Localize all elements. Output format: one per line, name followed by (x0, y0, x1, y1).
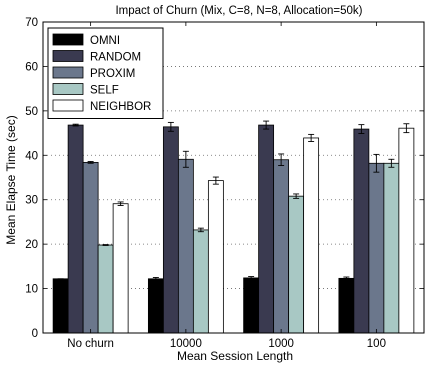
bar-omni-2 (243, 277, 260, 334)
bars-group (52, 120, 415, 334)
legend-swatch-self (52, 83, 84, 95)
y-tick-label: 0 (32, 328, 38, 340)
bar-neighbor-1 (207, 180, 224, 334)
legend-swatch-random (52, 50, 84, 62)
bar-neighbor-0 (112, 203, 129, 334)
bar-neighbor-2 (303, 137, 320, 334)
bar-random-1 (162, 126, 179, 334)
plot-frame (42, 21, 425, 334)
axes: 0 10 20 30 40 50 60 70 No churn 10000 1000 100 (25, 17, 425, 350)
bar-omni-3 (338, 277, 355, 334)
bar-proxim-0 (82, 161, 99, 334)
y-tick-label: 20 (25, 239, 38, 251)
x-axis-label: Mean Session Length (177, 349, 293, 363)
y-axis-label: Mean Elapse Time (sec) (4, 115, 18, 244)
legend-label-omni: OMNI (90, 35, 120, 47)
y-tick-label: 40 (25, 150, 38, 162)
bar-omni-1 (147, 278, 164, 334)
x-tick-label: 100 (367, 338, 386, 350)
y-tick-label: 60 (25, 61, 38, 73)
bar-self-2 (288, 195, 305, 334)
bar-omni-0 (52, 278, 69, 334)
legend-label-neighbor: NEIGHBOR (90, 101, 151, 113)
chart-title: Impact of Churn (Mix, C=8, N=8, Allocati… (115, 5, 362, 17)
bar-proxim-3 (368, 162, 385, 334)
bar-self-1 (192, 229, 209, 334)
bar-self-3 (383, 162, 400, 334)
bar-neighbor-3 (398, 127, 415, 334)
legend-swatch-neighbor (52, 99, 84, 112)
y-tick-label: 50 (25, 106, 38, 118)
y-tick-label: 10 (25, 284, 38, 296)
x-tick-label: 1000 (268, 338, 294, 350)
bar-self-0 (97, 244, 114, 334)
y-tick-label: 70 (25, 17, 38, 29)
legend-label-random: RANDOM (90, 52, 141, 64)
bar-random-0 (67, 124, 84, 334)
legend-swatch-proxim (52, 66, 84, 79)
legend-swatch-omni (52, 33, 84, 46)
bar-random-2 (258, 124, 275, 334)
bar-random-3 (353, 128, 370, 334)
x-tick-label: No churn (67, 338, 114, 350)
bar-proxim-1 (177, 158, 194, 334)
x-tick-label: 10000 (170, 338, 202, 350)
legend: OMNI RANDOM PROXIM SELF NEIGHBOR (47, 27, 164, 119)
y-tick-label: 30 (25, 195, 38, 207)
bar-proxim-2 (273, 159, 290, 334)
legend-label-proxim: PROXIM (90, 68, 135, 80)
legend-label-self: SELF (90, 85, 119, 97)
